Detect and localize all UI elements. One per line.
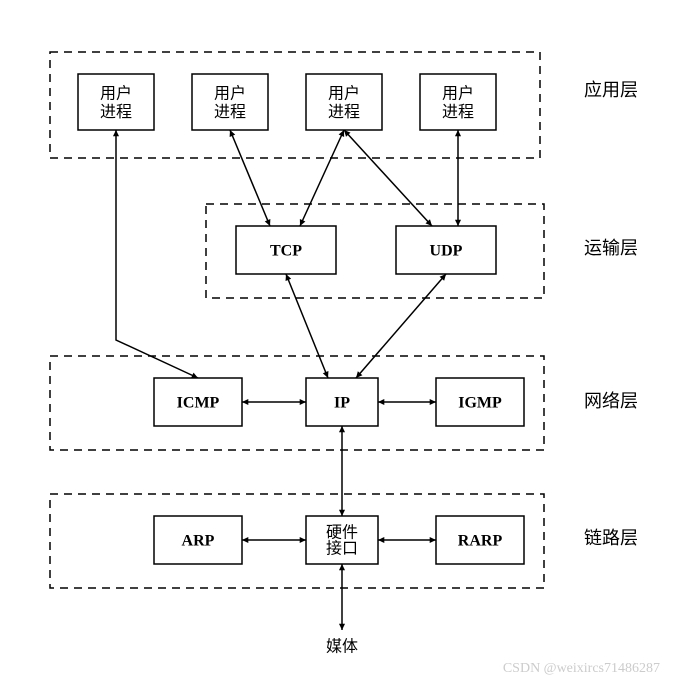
- node-ip-label: IP: [334, 395, 350, 412]
- layer-transport: 运输层 TCP UDP: [206, 204, 638, 298]
- edge-udp-ip: [356, 274, 446, 378]
- node-user1-label: 进程: [100, 103, 132, 121]
- edge-tcp-ip: [286, 274, 328, 378]
- node-user2-label: 进程: [214, 103, 246, 121]
- layer-application-label: 应用层: [584, 80, 638, 100]
- layer-network-label: 网络层: [584, 391, 638, 411]
- node-icmp-label: ICMP: [177, 395, 220, 412]
- node-user4-label: 用户: [442, 84, 474, 102]
- node-user4-label: 进程: [442, 103, 474, 121]
- node-user2-label: 用户: [214, 84, 246, 102]
- edge-user3-udp: [344, 130, 432, 226]
- node-tcp-label: TCP: [270, 243, 302, 260]
- node-arp-label: ARP: [182, 533, 215, 550]
- node-rarp-label: RARP: [458, 533, 503, 550]
- media-label: 媒体: [326, 638, 358, 656]
- node-user3-label: 用户: [328, 84, 360, 102]
- node-user1-label: 用户: [100, 84, 132, 102]
- node-igmp-label: IGMP: [458, 395, 502, 412]
- layer-application: 应用层用户进程用户进程用户进程用户进程: [50, 52, 638, 158]
- layer-transport-label: 运输层: [584, 238, 638, 258]
- node-hw-label: 接口: [326, 540, 358, 558]
- network-layers-diagram: 应用层用户进程用户进程用户进程用户进程运输层TCPUDP网络层ICMPIPIGM…: [0, 0, 696, 688]
- node-hw-label: 硬件: [326, 524, 358, 542]
- node-udp-label: UDP: [430, 243, 463, 260]
- node-user3-label: 进程: [328, 103, 360, 121]
- layer-link-label: 链路层: [584, 528, 638, 548]
- edge-user1-icmp: [116, 130, 198, 378]
- layer-link: 链路层 ARP 硬件接口 RARP: [50, 494, 638, 588]
- watermark: CSDN @weixircs71486287: [503, 661, 660, 676]
- layer-network: 网络层 ICMP IP IGMP: [50, 356, 638, 450]
- edge-user3-tcp: [300, 130, 344, 226]
- edge-user2-tcp: [230, 130, 270, 226]
